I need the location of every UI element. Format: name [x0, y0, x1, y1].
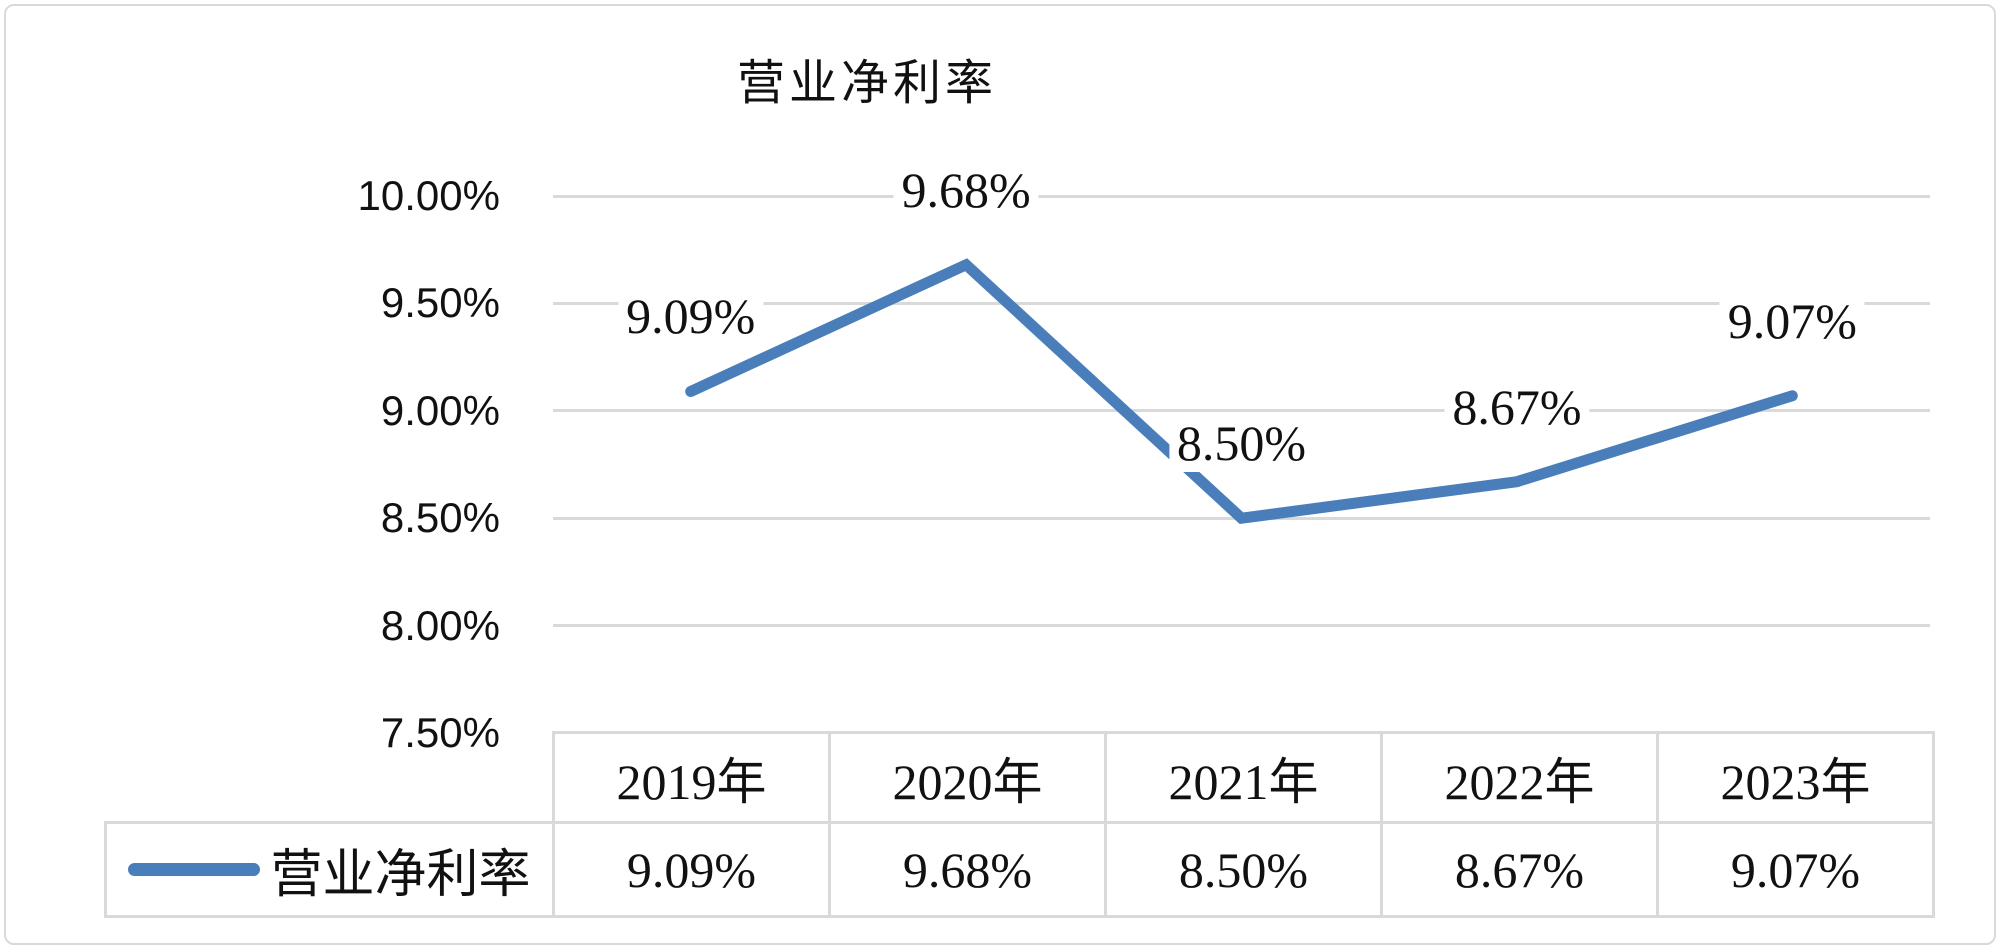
gridline: [553, 194, 1930, 198]
legend: 营业净利率: [109, 832, 551, 907]
data-label: 9.07%: [1719, 291, 1865, 350]
data-label: 9.09%: [618, 287, 764, 346]
legend-cell: 营业净利率: [104, 821, 555, 918]
data-label: 9.68%: [893, 160, 1039, 219]
table-value-cell-2020: 9.68%: [828, 821, 1107, 918]
gridline: [553, 409, 1930, 413]
y-axis-tick-label: 10.00%: [357, 172, 500, 219]
table-value-cell-2019: 9.09%: [552, 821, 831, 918]
y-axis-tick-label: 9.50%: [380, 279, 500, 327]
table-corner-cell: [106, 733, 554, 823]
data-table: 2019年 2020年 2021年 2022年 2023年 营业净利率 9.09…: [104, 731, 1935, 918]
gridline: [553, 624, 1930, 628]
table-header-row: 2019年 2020年 2021年 2022年 2023年: [106, 731, 1935, 824]
legend-label: 营业净利率: [270, 847, 531, 904]
y-axis-tick-label: 8.00%: [380, 601, 500, 649]
y-axis-tick-label: 9.00%: [380, 386, 500, 434]
table-header-cell-2022: 2022年: [1380, 731, 1659, 824]
y-axis-tick-label: 8.50%: [380, 494, 500, 542]
chart-title: 营业净利率: [736, 57, 998, 110]
y-axis-tick-label: 7.50%: [380, 709, 500, 756]
table-header-cell-2023: 2023年: [1656, 731, 1935, 824]
table-header-cell-2019: 2019年: [552, 731, 831, 824]
table-value-cell-2022: 8.67%: [1380, 821, 1659, 918]
table-header-cell-2021: 2021年: [1104, 731, 1383, 824]
data-label: 8.67%: [1444, 377, 1590, 436]
table-value-cell-2021: 8.50%: [1104, 821, 1383, 918]
table-data-row: 营业净利率 9.09% 9.68% 8.50% 8.67% 9.07%: [104, 821, 1935, 918]
data-label: 8.50%: [1168, 414, 1315, 473]
table-header-cell-2020: 2020年: [828, 731, 1107, 824]
gridline: [553, 516, 1930, 520]
table-value-cell-2023: 9.07%: [1656, 821, 1935, 918]
legend-line-swatch: [128, 863, 261, 876]
